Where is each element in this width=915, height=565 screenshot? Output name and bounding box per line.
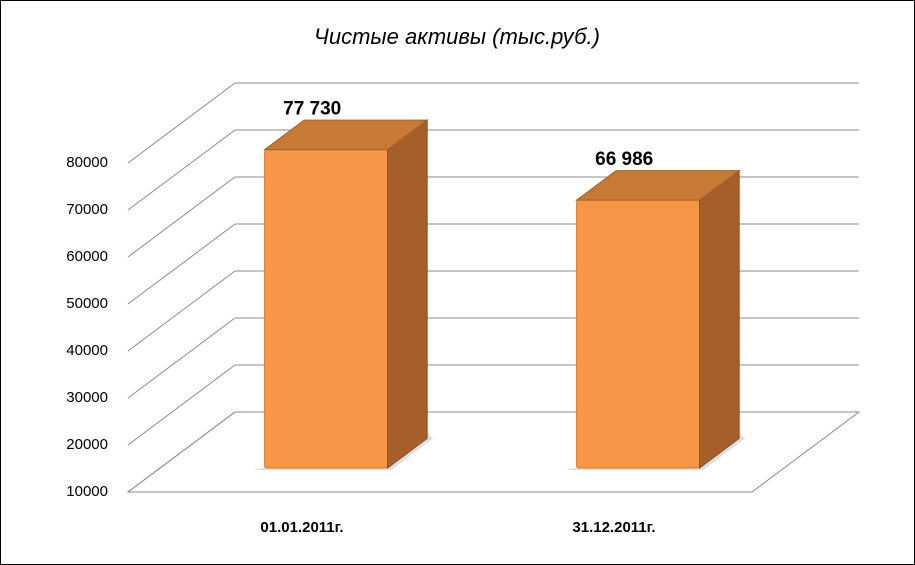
y-tick-label: 80000 <box>66 154 108 171</box>
value-label: 66 986 <box>595 149 653 170</box>
y-tick-label: 70000 <box>66 201 108 218</box>
bar-top <box>575 170 741 201</box>
bar-top <box>263 119 429 151</box>
bar-front <box>576 199 701 469</box>
x-tick-label: 31.12.2011г. <box>572 519 655 536</box>
grid-line <box>127 317 236 399</box>
y-tick-label: 20000 <box>66 436 108 453</box>
grid-line <box>127 364 236 446</box>
bar-side <box>387 119 428 469</box>
bar-side <box>699 169 740 469</box>
x-tick-label: 01.01.2011г. <box>260 519 343 536</box>
grid-line <box>127 223 236 305</box>
grid-line <box>127 129 236 211</box>
y-tick-label: 10000 <box>66 483 108 500</box>
y-tick-label: 60000 <box>66 248 108 265</box>
grid-line <box>127 176 236 258</box>
value-label: 77 730 <box>283 99 341 120</box>
grid-line <box>127 411 236 493</box>
y-tick-label: 50000 <box>66 295 108 312</box>
grid-line <box>127 82 236 164</box>
chart-title: Чистые активы (тыс.руб.) <box>314 24 600 49</box>
bar-front <box>264 149 389 469</box>
y-tick-label: 30000 <box>66 389 108 406</box>
grid-line <box>127 270 236 352</box>
y-tick-label: 40000 <box>66 342 108 359</box>
